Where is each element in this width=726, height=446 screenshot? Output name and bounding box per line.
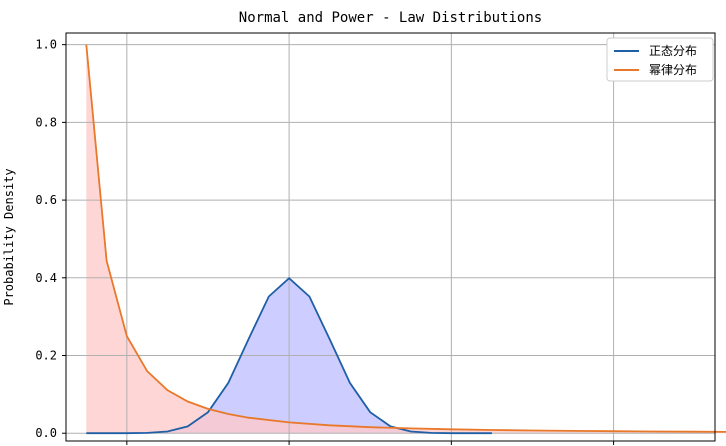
legend-label: 幂律分布 xyxy=(649,63,697,77)
series-line xyxy=(85,44,726,433)
y-tick-label: 0.4 xyxy=(35,271,57,285)
y-axis-label: Probability Density xyxy=(2,168,16,305)
y-axis: 0.0 0.2 0.4 0.6 0.8 1.0 xyxy=(35,38,66,440)
y-tick-label: 0.6 xyxy=(35,193,57,207)
chart-title: Normal and Power - Law Distributions xyxy=(239,10,542,26)
y-tick-label: 0.0 xyxy=(35,426,57,440)
series-fills xyxy=(86,44,726,434)
grid xyxy=(66,33,715,441)
y-tick-label: 0.2 xyxy=(35,349,57,363)
x-axis xyxy=(126,441,615,445)
y-tick-label: 0.8 xyxy=(35,115,57,129)
series-line xyxy=(86,276,492,435)
series-fill xyxy=(86,44,726,434)
plot-frame xyxy=(65,32,716,442)
series-lines xyxy=(85,44,726,435)
y-tick-label: 1.0 xyxy=(35,38,57,52)
legend-label: 正态分布 xyxy=(649,44,697,58)
